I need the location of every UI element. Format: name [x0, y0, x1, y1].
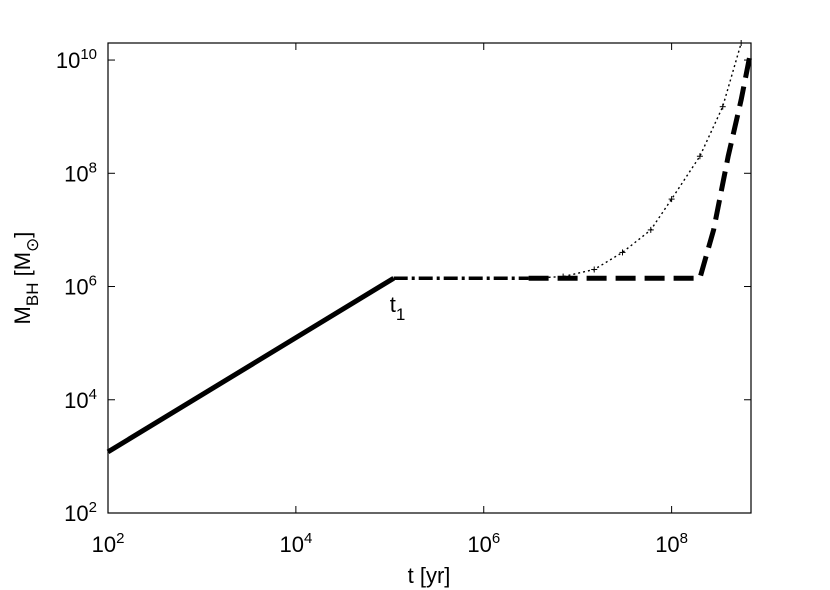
annotation-0: t1	[390, 292, 406, 324]
y-axis-title-unit-sub: ⊙	[23, 238, 42, 252]
tick-layer: 102 104 106 108 102 104 106 108 1010	[56, 43, 751, 557]
y-axis-title-sub: BH	[23, 282, 42, 306]
annotation-layer: t1	[390, 292, 406, 324]
x-axis-title: t [yr]	[408, 563, 451, 588]
y-tick-label-4: 1010	[56, 46, 97, 73]
y-axis-title: MBH [M⊙]	[10, 232, 42, 325]
x-tick-label-3: 108	[655, 530, 688, 557]
y-axis-title-unit-open: [M	[10, 252, 35, 283]
y-axis-title-unit-close: ]	[10, 232, 35, 238]
series-line-solid	[106, 276, 395, 455]
y-tick-label-3: 108	[64, 159, 97, 186]
x-tick-label-2: 106	[467, 530, 500, 557]
series-line-dashed	[528, 49, 754, 281]
series-layer	[106, 40, 754, 455]
x-tick-label-0: 102	[92, 530, 125, 557]
x-tick-label-1: 104	[279, 530, 312, 557]
y-tick-label-0: 102	[64, 499, 97, 526]
y-tick-label-2: 106	[64, 273, 97, 300]
y-tick-label-1: 104	[64, 386, 97, 413]
y-axis-title-main: M	[10, 306, 35, 324]
plot-frame	[107, 42, 752, 514]
